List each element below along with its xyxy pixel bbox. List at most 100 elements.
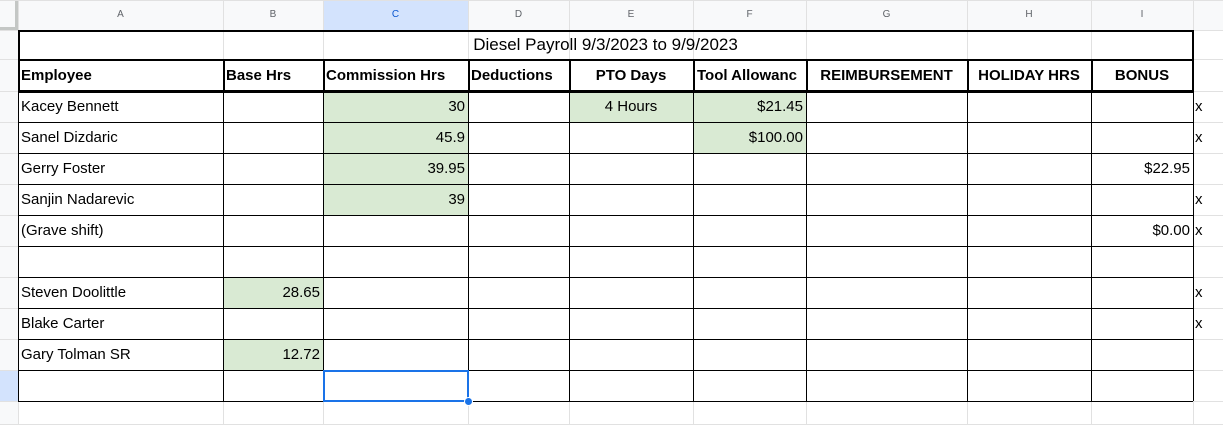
cell-deductions[interactable] xyxy=(468,122,569,153)
cell-tool[interactable] xyxy=(693,370,806,401)
column-header-a[interactable]: A xyxy=(117,9,124,20)
cell-tool[interactable]: $100.00 xyxy=(693,122,806,153)
cell-deductions[interactable] xyxy=(468,246,569,277)
header-tool[interactable]: Tool Allowanc xyxy=(697,66,797,84)
cell-pto[interactable] xyxy=(569,122,693,153)
cell-holiday[interactable] xyxy=(967,153,1091,184)
column-header-e[interactable]: E xyxy=(627,9,635,20)
cell-commission[interactable] xyxy=(323,308,468,339)
row-header[interactable] xyxy=(0,308,18,339)
cell-deductions[interactable] xyxy=(468,153,569,184)
cell-reimb[interactable] xyxy=(806,215,967,246)
cell-deductions[interactable] xyxy=(468,91,569,122)
cell-commission[interactable] xyxy=(323,339,468,370)
cell-base[interactable] xyxy=(223,370,323,401)
header-base[interactable]: Base Hrs xyxy=(226,66,292,84)
cell-reimb[interactable] xyxy=(806,91,967,122)
cell-reimb[interactable] xyxy=(806,277,967,308)
cell-employee[interactable]: Steven Doolittle xyxy=(21,284,127,301)
cell-tool[interactable] xyxy=(693,215,806,246)
cell-bonus[interactable] xyxy=(1091,308,1193,339)
header-deductions[interactable]: Deductions xyxy=(471,66,553,84)
cell-employee[interactable] xyxy=(18,246,223,277)
row-header[interactable] xyxy=(0,339,18,370)
cell-commission[interactable] xyxy=(323,215,468,246)
cell-bonus[interactable] xyxy=(1091,91,1193,122)
cell-commission[interactable]: 39 xyxy=(323,184,468,215)
cell-holiday[interactable] xyxy=(967,308,1091,339)
cell-deductions[interactable] xyxy=(468,370,569,401)
cell-reimb[interactable] xyxy=(806,339,967,370)
cell-pto[interactable] xyxy=(569,370,693,401)
column-header-g[interactable]: G xyxy=(882,9,891,20)
cell-pto[interactable] xyxy=(569,153,693,184)
cell-base[interactable] xyxy=(223,153,323,184)
cell-pto[interactable] xyxy=(569,339,693,370)
cell-employee[interactable]: (Grave shift) xyxy=(21,222,104,239)
cell-reimb[interactable] xyxy=(806,308,967,339)
header-pto[interactable]: PTO Days xyxy=(595,66,667,84)
cell-holiday[interactable] xyxy=(967,215,1091,246)
cell-commission[interactable]: 45.9 xyxy=(323,122,468,153)
cell-bonus[interactable] xyxy=(1091,184,1193,215)
cell-deductions[interactable] xyxy=(468,277,569,308)
cell-bonus[interactable]: $22.95 xyxy=(1144,160,1190,177)
column-header-d[interactable]: D xyxy=(514,9,523,20)
row-header[interactable] xyxy=(0,277,18,308)
cell-employee[interactable]: Kacey Bennett xyxy=(21,98,119,115)
cell-base[interactable] xyxy=(223,91,323,122)
cell-pto[interactable]: 4 Hours xyxy=(569,91,693,122)
cell-holiday[interactable] xyxy=(967,339,1091,370)
cell-reimb[interactable] xyxy=(806,184,967,215)
cell-bonus[interactable] xyxy=(1091,246,1193,277)
cell-commission[interactable]: 30 xyxy=(323,91,468,122)
cell-reimb[interactable] xyxy=(806,122,967,153)
cell-deductions[interactable] xyxy=(468,215,569,246)
cell-bonus[interactable]: $0.00 xyxy=(1152,222,1190,239)
cell-base[interactable]: 12.72 xyxy=(223,339,323,370)
header-reimb[interactable]: REIMBURSEMENT xyxy=(820,66,953,84)
cell-reimb[interactable] xyxy=(806,246,967,277)
cell-holiday[interactable] xyxy=(967,277,1091,308)
cell-base[interactable] xyxy=(223,184,323,215)
cell-holiday[interactable] xyxy=(967,184,1091,215)
cell-tool[interactable] xyxy=(693,308,806,339)
row-header[interactable] xyxy=(0,370,18,401)
column-header-i[interactable]: I xyxy=(1140,9,1144,20)
cell-base[interactable] xyxy=(223,122,323,153)
row-header[interactable] xyxy=(0,122,18,153)
cell-holiday[interactable] xyxy=(967,370,1091,401)
cell-pto[interactable] xyxy=(569,308,693,339)
cell-holiday[interactable] xyxy=(967,91,1091,122)
cell-base[interactable] xyxy=(223,246,323,277)
cell-commission[interactable] xyxy=(323,246,468,277)
cell-pto[interactable] xyxy=(569,184,693,215)
selected-cell[interactable] xyxy=(323,370,469,402)
cell-bonus[interactable] xyxy=(1091,339,1193,370)
cell-employee[interactable]: Gerry Foster xyxy=(21,160,106,177)
row-header[interactable] xyxy=(0,215,18,246)
cell-tool[interactable] xyxy=(693,339,806,370)
column-header-c[interactable]: C xyxy=(323,0,468,30)
column-header-f[interactable]: F xyxy=(746,9,753,20)
cell-bonus[interactable] xyxy=(1091,122,1193,153)
column-header-h[interactable]: H xyxy=(1025,9,1033,20)
cell-holiday[interactable] xyxy=(967,246,1091,277)
cell-tool[interactable] xyxy=(693,277,806,308)
cell-pto[interactable] xyxy=(569,246,693,277)
row-header[interactable] xyxy=(0,91,18,122)
column-header-b[interactable]: B xyxy=(269,9,277,20)
cell-tool[interactable] xyxy=(693,153,806,184)
row-header[interactable] xyxy=(0,153,18,184)
cell-reimb[interactable] xyxy=(806,153,967,184)
row-header[interactable] xyxy=(0,184,18,215)
cell-tool[interactable]: $21.45 xyxy=(693,91,806,122)
cell-reimb[interactable] xyxy=(806,370,967,401)
fill-handle[interactable] xyxy=(464,397,473,406)
cell-holiday[interactable] xyxy=(967,122,1091,153)
cell-employee[interactable]: Sanjin Nadarevic xyxy=(21,191,135,208)
row-header[interactable] xyxy=(0,30,18,59)
cell-commission[interactable]: 39.95 xyxy=(323,153,468,184)
cell-deductions[interactable] xyxy=(468,308,569,339)
cell-employee[interactable]: Sanel Dizdaric xyxy=(21,129,118,146)
